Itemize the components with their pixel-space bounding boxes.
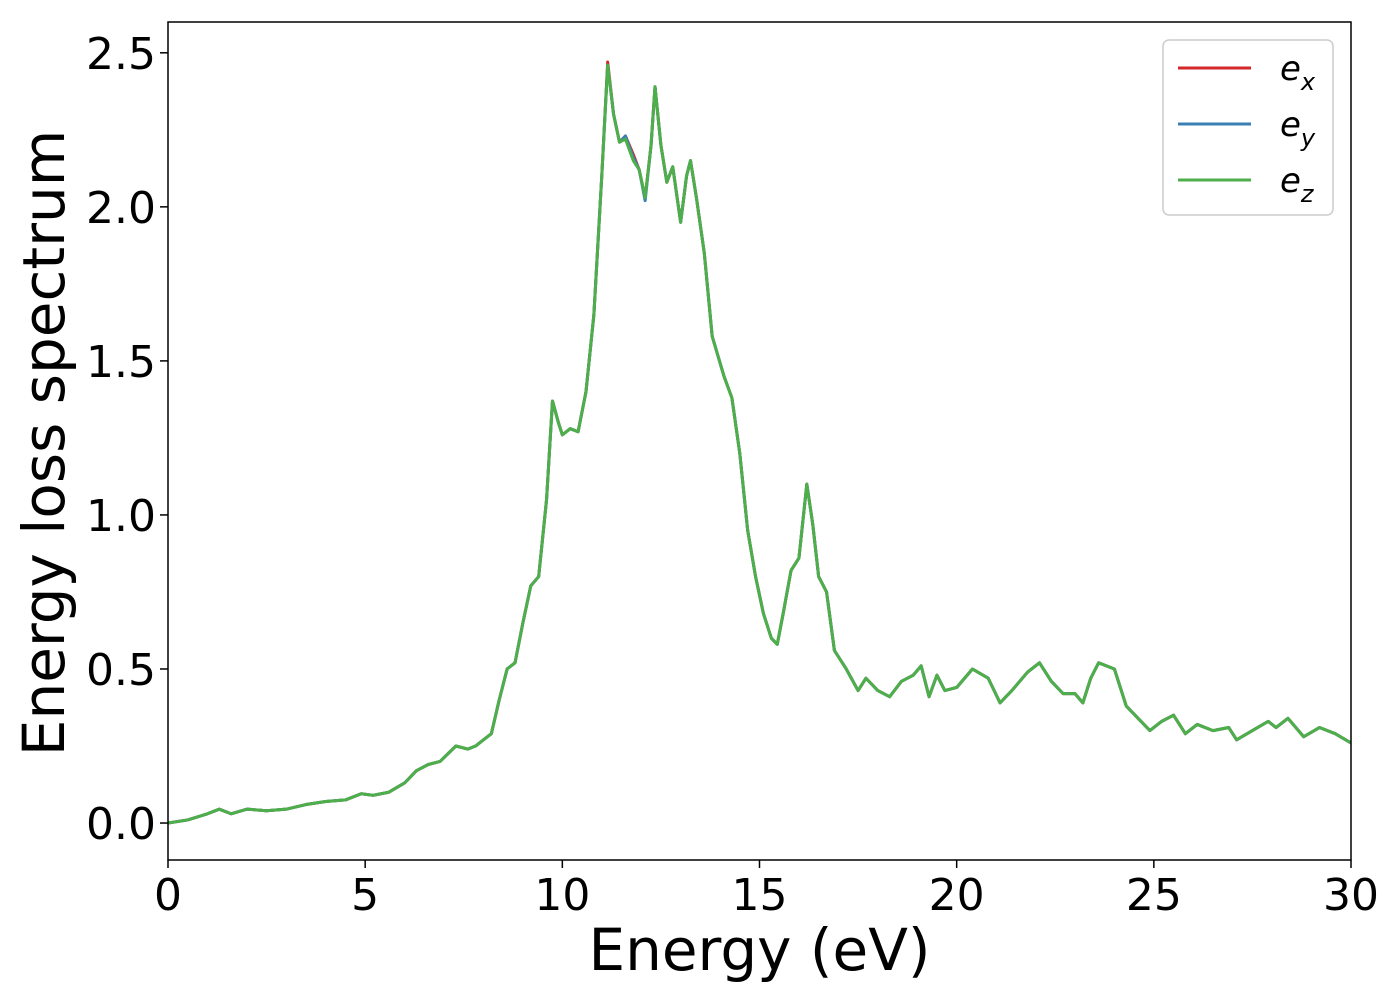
legend-label-base: e — [1280, 161, 1301, 201]
x-tick-label: 10 — [534, 870, 590, 921]
x-tick-label: 15 — [732, 870, 788, 921]
axis-ticks: 0 5 10 15 20 25 30 0.0 0.5 1.0 1.5 2.0 2.5 — [86, 29, 1379, 921]
x-tick-label: 30 — [1323, 870, 1379, 921]
x-tick-label: 5 — [351, 870, 379, 921]
legend-label-subscript: y — [1300, 124, 1316, 152]
x-tick-label: 20 — [929, 870, 985, 921]
x-tick-label: 0 — [154, 870, 182, 921]
legend-label-subscript: z — [1300, 180, 1315, 208]
legend-label-subscript: x — [1300, 68, 1316, 96]
plot-frame — [167, 21, 1352, 861]
y-tick-label: 0.0 — [86, 799, 156, 850]
x-tick-label: 25 — [1126, 870, 1182, 921]
legend-label-base: e — [1280, 49, 1301, 89]
legend-label-x: ex — [1280, 49, 1316, 96]
series-line-z — [168, 63, 1351, 825]
y-tick-label: 2.5 — [86, 29, 156, 80]
x-axis-label: Energy (eV) — [588, 916, 930, 984]
legend-label-y: ey — [1280, 105, 1316, 152]
y-axis-label: Energy loss spectrum — [10, 130, 78, 756]
y-tick-label: 0.5 — [86, 645, 156, 696]
y-tick-label: 2.0 — [86, 183, 156, 234]
legend-box — [1162, 39, 1334, 216]
y-tick-label: 1.5 — [86, 337, 156, 388]
series-lines — [168, 60, 1351, 825]
legend-label-z: ez — [1280, 161, 1315, 208]
legend-label-base: e — [1280, 105, 1301, 145]
y-tick-label: 1.0 — [86, 491, 156, 542]
